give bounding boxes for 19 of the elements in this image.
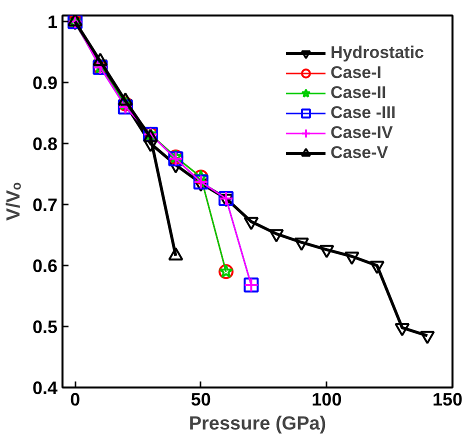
y-tick-label: 0.4 [32,378,58,398]
y-tick-label: 0.9 [32,73,58,94]
x-tick-label: 0 [70,390,80,410]
legend-label: Case -III [330,103,396,123]
y-axis-title: V/Vₒ [3,182,24,221]
x-tick-label: 100 [312,390,342,410]
y-tick-label: 0.6 [32,256,58,276]
y-tick-label: 0.5 [32,317,58,338]
y-tick-label: 1 [47,12,58,32]
y-tick-label: 0.8 [32,134,58,154]
x-tick-label: 50 [190,390,211,410]
x-tick-label: 150 [432,390,462,410]
legend-label: Case-IV [330,123,393,143]
legend-label: Hydrostatic [330,43,424,63]
y-tick-label: 0.7 [32,195,58,216]
x-axis-title: Pressure (GPa) [188,414,326,434]
legend-label: Case-I [330,63,382,83]
legend-label: Case-II [330,83,386,103]
legend-label: Case-V [330,143,388,163]
